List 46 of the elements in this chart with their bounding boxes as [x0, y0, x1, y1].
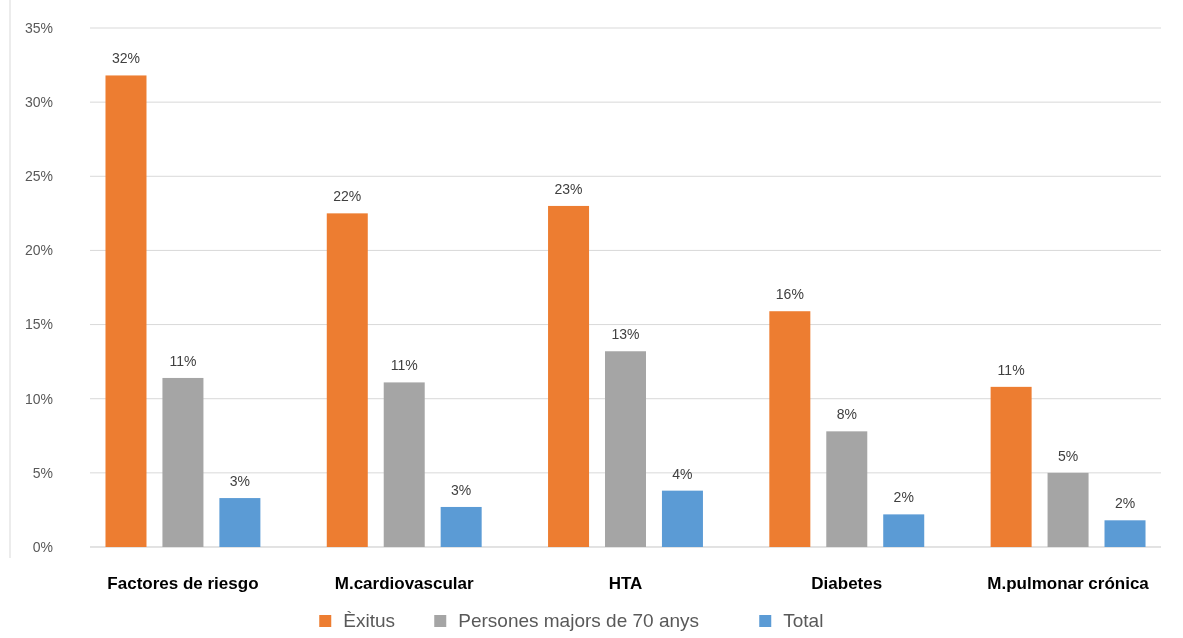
bar: [769, 311, 811, 547]
x-tick-label: M.cardiovascular: [334, 574, 475, 593]
bar: [1047, 472, 1089, 547]
y-tick-label: 30%: [24, 94, 53, 111]
data-label: 2%: [1114, 495, 1136, 512]
data-label: 3%: [451, 481, 472, 498]
data-label: 13%: [611, 326, 640, 343]
bar: [883, 514, 925, 547]
bar: [826, 431, 868, 547]
y-tick-label: 5%: [32, 464, 53, 481]
y-tick-label: 0%: [32, 538, 53, 555]
data-label: 8%: [836, 406, 857, 423]
bar: [548, 205, 590, 547]
bar: [990, 386, 1032, 547]
data-label: 22%: [333, 188, 362, 205]
legend-label: Èxitus: [343, 610, 395, 631]
data-label: 2%: [893, 489, 914, 506]
bar: [661, 490, 703, 547]
bar: [162, 377, 204, 547]
y-tick-label: 15%: [24, 316, 53, 333]
x-tick-label: HTA: [608, 574, 643, 593]
legend-label: Persones majors de 70 anys: [458, 610, 700, 631]
data-label: 11%: [169, 352, 197, 369]
data-label: 16%: [775, 286, 804, 303]
data-label: 23%: [554, 180, 583, 197]
bar: [1104, 520, 1146, 547]
bar: [605, 351, 646, 547]
data-label: 5%: [1057, 447, 1079, 464]
bar: [105, 75, 147, 547]
y-tick-label: 10%: [24, 390, 53, 407]
y-tick-label: 25%: [24, 168, 53, 185]
bar: [219, 498, 261, 547]
y-tick-label: 20%: [24, 242, 53, 259]
data-label: 4%: [672, 465, 693, 482]
x-tick-label: Factores de riesgo: [107, 574, 259, 593]
data-label: 32%: [111, 50, 141, 67]
bar: [383, 382, 425, 547]
bar: [440, 506, 482, 547]
x-tick-label: Diabetes: [811, 574, 883, 593]
x-tick-label: M.pulmonar crónica: [987, 574, 1150, 593]
data-label: 3%: [229, 473, 250, 490]
bar: [326, 213, 368, 547]
y-tick-label: 35%: [24, 19, 53, 36]
data-label: 11%: [390, 357, 418, 374]
data-label: 11%: [997, 361, 1025, 378]
legend-label: Total: [783, 610, 824, 631]
